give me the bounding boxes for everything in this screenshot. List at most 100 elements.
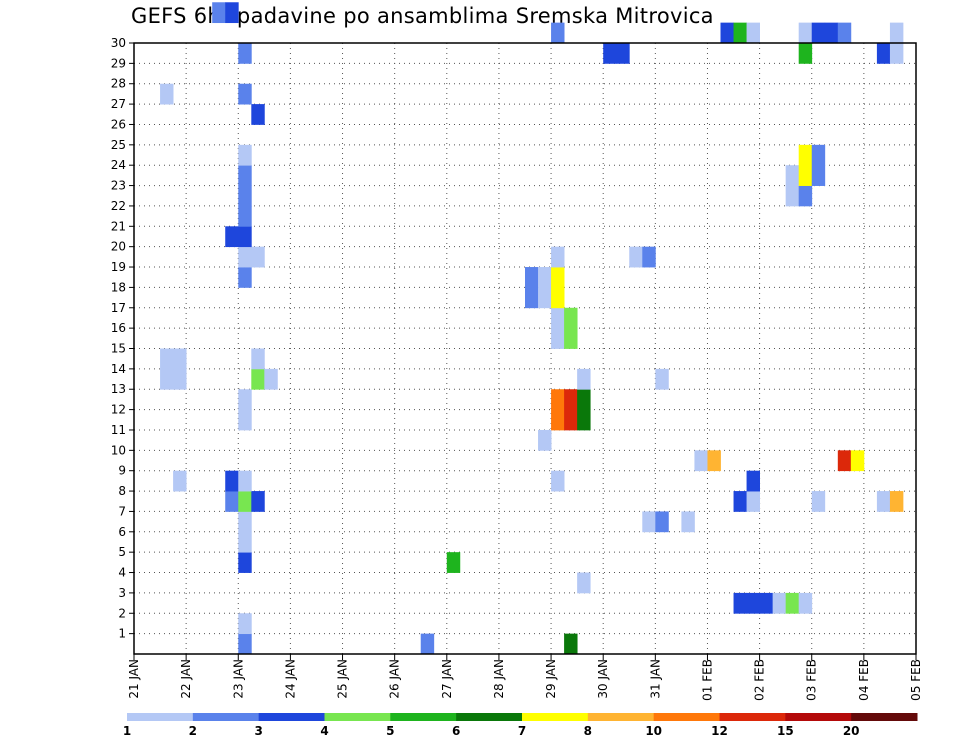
data-cell [785, 592, 800, 614]
x-tick-label: 30 JAN [596, 659, 610, 699]
x-tick-label: 28 JAN [492, 659, 506, 699]
data-cell [772, 592, 787, 614]
data-cell [876, 491, 891, 512]
data-cell [798, 165, 813, 186]
data-cell [238, 185, 252, 207]
data-cell [238, 267, 252, 288]
legend-swatch [127, 713, 194, 721]
data-cell [538, 287, 552, 309]
data-cell [616, 43, 630, 64]
data-cell [525, 287, 539, 309]
data-cell [160, 348, 174, 370]
data-cell [564, 307, 578, 329]
data-cell [160, 83, 174, 105]
y-tick-label: 12 [111, 403, 126, 417]
legend-swatch [522, 713, 589, 721]
data-cell [238, 246, 252, 268]
data-cell [173, 348, 187, 370]
data-cell [551, 307, 565, 329]
data-cell [811, 491, 826, 512]
x-tick-label: 21 JAN [127, 659, 141, 699]
y-tick-label: 6 [118, 525, 126, 539]
y-tick-label: 8 [118, 484, 126, 498]
data-cell [759, 592, 774, 614]
data-cell [225, 470, 239, 492]
y-tick-label: 27 [111, 97, 126, 111]
y-tick-label: 26 [111, 117, 126, 131]
x-tick-label: 02 FEB [753, 659, 767, 701]
data-cell [642, 246, 656, 268]
legend-label: 10 [645, 724, 662, 738]
data-cell [238, 552, 252, 573]
data-cell [889, 43, 904, 64]
x-tick-label: 01 FEB [700, 659, 714, 701]
data-cell [525, 267, 539, 288]
data-cell [173, 368, 187, 390]
legend-label: 6 [452, 724, 460, 738]
legend-label: 3 [254, 724, 262, 738]
data-cell [551, 470, 565, 492]
data-cell [733, 22, 747, 44]
data-cell [785, 165, 800, 186]
y-tick-label: 28 [111, 77, 126, 91]
data-cell [538, 267, 552, 288]
y-tick-label: 7 [118, 504, 126, 518]
x-tick-label: 26 JAN [388, 659, 402, 699]
data-cell [694, 450, 708, 472]
data-cell [577, 368, 591, 390]
data-cell [655, 511, 669, 533]
y-tick-label: 23 [111, 179, 126, 193]
y-tick-label: 16 [111, 321, 126, 335]
data-cell [238, 531, 252, 553]
data-cell [707, 450, 721, 472]
data-cell [173, 470, 187, 492]
legend-swatch [456, 713, 523, 721]
x-tick-label: 03 FEB [805, 659, 819, 701]
data-cell [577, 409, 591, 431]
data-cell [564, 633, 578, 655]
legend-label: 20 [843, 724, 860, 738]
legend-swatch [258, 713, 325, 721]
y-tick-label: 4 [118, 566, 126, 580]
data-cell [238, 144, 252, 166]
data-cell [824, 22, 839, 44]
data-cell [746, 22, 760, 44]
data-cell [811, 144, 826, 166]
data-cell [720, 22, 734, 44]
data-cell [238, 409, 252, 431]
data-cell [238, 43, 252, 64]
y-tick-label: 11 [111, 423, 126, 437]
legend-label: 4 [320, 724, 328, 738]
data-cell [876, 43, 891, 64]
y-tick-label: 18 [111, 280, 126, 294]
y-tick-label: 17 [111, 301, 126, 315]
data-cell [798, 185, 813, 207]
legend-swatch [851, 713, 918, 721]
data-cell [238, 205, 252, 227]
data-cell [251, 348, 265, 370]
x-tick-label: 22 JAN [179, 659, 193, 699]
legend-label: 15 [777, 724, 794, 738]
data-cell [785, 185, 800, 207]
data-cell [850, 450, 865, 472]
y-tick-label: 21 [111, 219, 126, 233]
data-cell [746, 491, 760, 512]
data-cell [238, 470, 252, 492]
y-tick-label: 5 [118, 545, 126, 559]
data-cell [238, 226, 252, 248]
y-tick-label: 2 [118, 606, 126, 620]
y-tick-label: 29 [111, 56, 126, 70]
data-cell [251, 246, 265, 268]
data-cell [238, 511, 252, 533]
data-cell [238, 165, 252, 186]
data-cell [238, 83, 252, 105]
data-cell [655, 368, 669, 390]
x-tick-label: 25 JAN [336, 659, 350, 699]
data-cell [251, 368, 265, 390]
data-cell [212, 2, 226, 24]
y-tick-label: 1 [118, 627, 126, 641]
legend-label: 7 [518, 724, 526, 738]
y-tick-label: 24 [111, 158, 126, 172]
data-cell [681, 511, 695, 533]
data-cell [551, 246, 565, 268]
